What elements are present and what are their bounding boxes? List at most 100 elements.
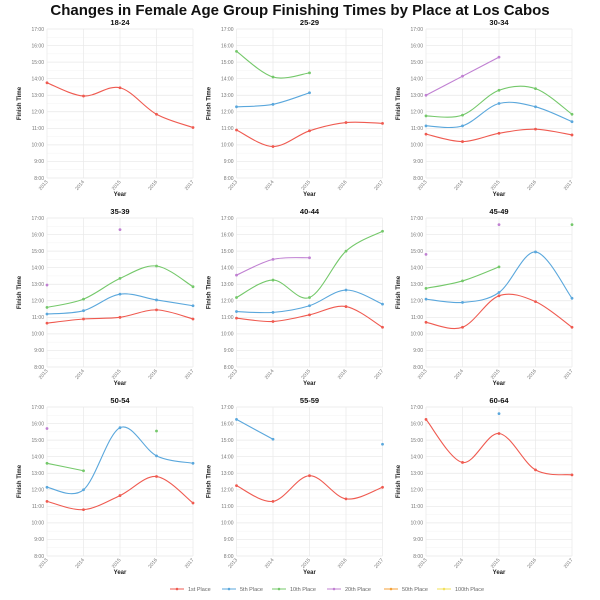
x-tick-label: 2014 [453,557,465,570]
data-point [155,454,158,458]
y-tick-label: 12:00 [410,110,423,116]
y-tick-label: 16:00 [221,43,234,49]
series-line-10th-place [46,462,84,472]
data-point [570,325,574,329]
data-point [344,249,348,253]
legend-item-1st-place: 1st Place [170,587,211,593]
data-point [381,229,384,233]
y-axis-title: Finish Time [396,275,402,309]
data-point [235,128,238,132]
x-axis-title: Year [493,192,506,198]
data-point [191,501,195,505]
data-point [381,442,384,446]
legend-label: 1st Place [188,587,211,593]
x-tick-label: 2015 [300,557,312,570]
data-point [424,132,428,136]
x-tick-label: 2016 [147,557,159,570]
y-tick-label: 16:00 [31,43,44,49]
data-point [497,102,501,105]
data-point [497,432,501,435]
x-tick-label: 2017 [563,368,575,381]
data-point [381,302,384,306]
y-tick-label: 11:00 [221,315,233,321]
y-tick-label: 12:00 [221,488,234,494]
y-tick-label: 10:00 [221,332,234,338]
x-axis-title: Year [303,570,316,576]
data-point [461,113,464,117]
y-tick-label: 15:00 [31,249,44,255]
panel-title: 35-39 [110,207,129,216]
y-tick-label: 15:00 [31,438,44,444]
panel-title: 30-34 [489,18,509,27]
y-tick-label: 9:00 [34,537,44,543]
legend-item-10th-place: 10th Place [272,587,316,593]
data-point [308,256,311,260]
data-point [118,228,122,231]
y-tick-label: 9:00 [224,159,234,165]
data-point [570,133,574,137]
y-tick-label: 17:00 [410,27,423,33]
x-tick-label: 2014 [264,557,276,570]
data-point [534,250,537,254]
data-point [118,86,122,90]
y-axis-title: Finish Time [207,464,213,498]
y-tick-label: 17:00 [410,405,423,411]
y-tick-label: 16:00 [410,232,423,238]
data-point [271,278,275,282]
data-point [45,321,49,325]
y-tick-label: 12:00 [221,110,234,116]
data-point [381,325,384,329]
x-axis-title: Year [303,381,316,387]
x-tick-label: 2017 [184,557,196,570]
y-tick-label: 14:00 [221,76,234,82]
data-point [381,485,384,489]
data-point [308,313,311,317]
data-point [570,296,574,300]
y-tick-label: 16:00 [221,421,234,427]
data-point [191,126,195,129]
panel-25-29: 8:00 9:00 10:00 11:00 12:00 13:00 14:00 15:00 16… [207,18,386,198]
panel-50-54: 8:00 9:00 10:00 11:00 12:00 13:00 14:00 15:00 16… [17,396,196,576]
y-tick-label: 8:00 [413,365,423,371]
legend-label: 10th Place [290,587,316,593]
data-point [308,71,311,75]
y-tick-label: 9:00 [413,159,423,165]
y-tick-label: 10:00 [410,143,423,149]
y-tick-label: 17:00 [221,405,234,411]
y-tick-label: 9:00 [224,537,234,543]
y-tick-label: 15:00 [221,438,234,444]
legend-label: 20th Place [345,587,371,593]
data-point [344,497,348,501]
data-point [308,296,311,299]
panel-35-39: 8:00 9:00 10:00 11:00 12:00 13:00 14:00 15:00 16… [17,207,196,387]
legend-marker [332,587,336,591]
y-tick-label: 13:00 [410,471,423,477]
y-tick-label: 17:00 [31,405,44,411]
panel-title: 18-24 [110,18,130,27]
x-tick-label: 2013 [38,179,50,192]
x-tick-label: 2015 [111,179,123,192]
x-tick-label: 2014 [74,368,86,381]
y-tick-label: 12:00 [410,299,423,305]
y-tick-label: 8:00 [34,176,44,182]
y-tick-label: 14:00 [31,76,44,82]
y-tick-label: 14:00 [410,76,423,82]
x-tick-label: 2014 [74,557,86,570]
data-point [497,412,501,416]
x-tick-label: 2014 [74,179,86,192]
data-point [271,102,275,106]
x-tick-label: 2017 [184,179,196,192]
data-point [45,427,49,430]
y-tick-label: 8:00 [413,176,423,182]
y-tick-label: 12:00 [31,299,44,305]
panel-45-49: 8:00 9:00 10:00 11:00 12:00 13:00 14:00 15:00 16… [396,207,575,387]
y-tick-label: 15:00 [410,60,423,66]
data-point [235,49,238,53]
y-tick-label: 14:00 [31,454,44,460]
x-tick-label: 2013 [417,368,429,381]
y-tick-label: 13:00 [410,282,423,288]
y-tick-label: 8:00 [224,365,234,371]
legend-marker [442,587,446,591]
y-tick-label: 9:00 [34,348,44,354]
data-point [497,131,501,135]
